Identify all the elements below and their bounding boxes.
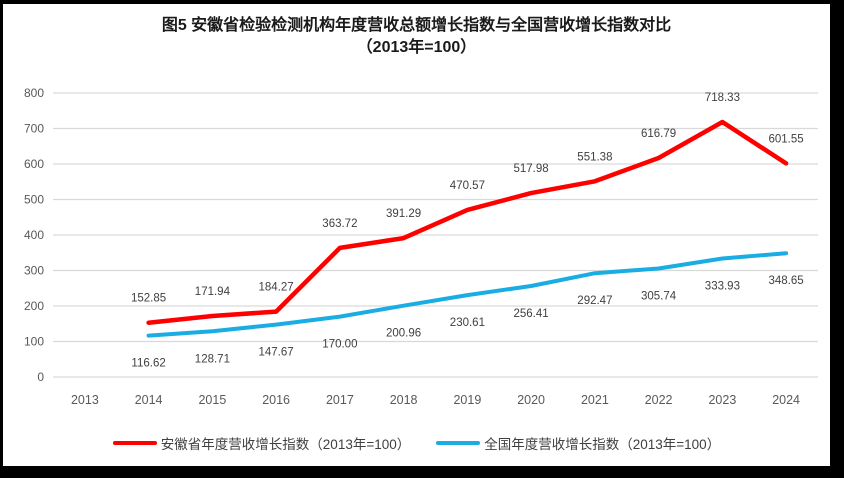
data-label-national-2017: 170.00 — [322, 339, 357, 351]
legend-item-anhui: 安徽省年度营收增长指数（2013年=100） — [112, 433, 411, 453]
legend-swatch-anhui-red-line — [112, 440, 157, 446]
data-label-national-2024: 348.65 — [769, 275, 804, 287]
legend-item-national: 全国年度营收增长指数（2013年=100） — [436, 433, 720, 453]
data-label-national-2016: 147.67 — [259, 347, 294, 359]
data-label-anhui-2014: 152.85 — [131, 293, 166, 305]
chart-title-line2: （2013年=100） — [356, 39, 477, 56]
x-axis-tick-2024: 2024 — [772, 393, 800, 407]
data-label-national-2014: 116.62 — [131, 358, 165, 370]
data-label-anhui-2021: 551.38 — [577, 151, 612, 163]
data-label-anhui-2024: 601.55 — [769, 133, 804, 145]
x-axis-tick-2020: 2020 — [517, 393, 545, 407]
data-label-national-2020: 256.41 — [514, 308, 549, 320]
x-axis-tick-2023: 2023 — [708, 393, 736, 407]
data-label-anhui-2019: 470.57 — [450, 180, 485, 192]
series-line-anhui — [146, 119, 789, 325]
data-label-anhui-2022: 616.79 — [641, 128, 676, 140]
x-axis-tick-2019: 2019 — [453, 393, 481, 407]
x-axis-tick-2018: 2018 — [390, 393, 418, 407]
y-axis-tick-200: 200 — [24, 299, 44, 313]
y-axis-tick-300: 300 — [24, 264, 44, 278]
data-label-anhui-2023: 718.33 — [705, 92, 740, 104]
data-label-anhui-2017: 363.72 — [322, 218, 357, 230]
line-chart-svg: 0 100 200 300 400 500 600 700 800 2013 2014 2015 201… — [24, 86, 818, 407]
y-axis-tick-600: 600 — [24, 157, 44, 171]
legend-label-anhui: 安徽省年度营收增长指数（2013年=100） — [160, 437, 411, 452]
y-axis-tick-0: 0 — [37, 370, 44, 384]
x-axis-tick-2022: 2022 — [645, 393, 673, 407]
chart-title-line1: 图5 安徽省检验检测机构年度营收总额增长指数与全国营收增长指数对比 — [161, 17, 672, 34]
y-axis-tick-500: 500 — [24, 193, 44, 207]
data-label-anhui-2015: 171.94 — [195, 286, 231, 298]
y-axis-tick-100: 100 — [24, 335, 44, 349]
data-label-anhui-2016: 184.27 — [259, 282, 294, 294]
legend-swatch-national-blue-line — [436, 440, 481, 446]
x-axis-tick-2017: 2017 — [326, 393, 354, 407]
chart-frame: 图5 安徽省检验检测机构年度营收总额增长指数与全国营收增长指数对比 （2013年… — [3, 4, 830, 466]
data-label-national-2021: 292.47 — [577, 295, 612, 307]
data-label-national-2022: 305.74 — [641, 291, 677, 303]
legend-label-national: 全国年度营收增长指数（2013年=100） — [484, 437, 721, 452]
y-axis-tick-700: 700 — [24, 122, 44, 136]
data-label-national-2015: 128.71 — [195, 353, 230, 365]
x-axis-tick-2015: 2015 — [198, 393, 226, 407]
y-axis-tick-400: 400 — [24, 228, 44, 242]
data-label-anhui-2020: 517.98 — [514, 163, 549, 175]
x-axis-tick-2021: 2021 — [581, 393, 609, 407]
x-axis-tick-2016: 2016 — [262, 393, 290, 407]
y-axis-tick-800: 800 — [24, 86, 44, 100]
chart-legend: 安徽省年度营收增长指数（2013年=100） 全国年度营收增长指数（2013年=… — [3, 433, 830, 453]
data-label-national-2023: 333.93 — [705, 281, 740, 293]
chart-title: 图5 安徽省检验检测机构年度营收总额增长指数与全国营收增长指数对比 （2013年… — [3, 15, 830, 59]
series-line-national — [146, 251, 789, 338]
x-axis-tick-2013: 2013 — [71, 393, 99, 407]
x-axis-tick-2014: 2014 — [135, 393, 163, 407]
data-label-national-2019: 230.61 — [450, 317, 485, 329]
data-label-anhui-2018: 391.29 — [386, 208, 421, 220]
data-label-national-2018: 200.96 — [386, 328, 421, 340]
